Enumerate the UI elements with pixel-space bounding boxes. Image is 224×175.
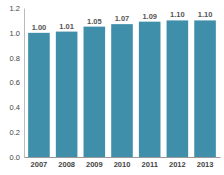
y-tick: 0.4 xyxy=(10,103,24,112)
x-axis-line xyxy=(25,157,221,158)
chart: 1.00 1.01 1.05 1.07 1.09 1.10 1.10 0.0 0.2 0.4 0.6… xyxy=(0,0,224,175)
data-label: 1.01 xyxy=(59,22,74,31)
data-label: 1.07 xyxy=(115,14,130,23)
y-tick-label: 0.4 xyxy=(10,103,20,112)
x-tick: 2012 xyxy=(169,157,186,169)
bar xyxy=(139,22,161,157)
plot: 1.00 1.01 1.05 1.07 1.09 1.10 1.10 0.0 0.2 0.4 0.6… xyxy=(10,4,221,169)
bar xyxy=(28,33,50,157)
y-tick: 1.0 xyxy=(10,29,24,38)
y-tick: 0.6 xyxy=(10,78,24,87)
bar xyxy=(111,24,133,157)
x-tick-label: 2007 xyxy=(31,160,48,169)
data-label: 1.09 xyxy=(142,12,157,21)
x-tick: 2011 xyxy=(142,157,158,169)
x-tick: 2013 xyxy=(197,157,214,169)
bar xyxy=(84,27,106,157)
data-labels: 1.00 1.01 1.05 1.07 1.09 1.10 1.10 xyxy=(32,10,213,31)
y-tick: 0.0 xyxy=(10,153,24,162)
x-tick-label: 2010 xyxy=(114,160,131,169)
data-label: 1.05 xyxy=(87,17,102,26)
x-tick: 2008 xyxy=(58,157,75,169)
bar xyxy=(167,20,189,157)
y-tick-label: 0.8 xyxy=(10,54,20,63)
x-axis: 2007 2008 2009 2010 2011 2012 2013 xyxy=(25,157,221,169)
y-tick: 0.2 xyxy=(10,128,24,137)
bar xyxy=(56,32,78,157)
y-tick-label: 0.0 xyxy=(10,153,20,162)
x-tick: 2009 xyxy=(86,157,103,169)
bar xyxy=(194,20,216,157)
y-tick-label: 1.2 xyxy=(10,4,20,13)
x-tick-label: 2008 xyxy=(58,160,75,169)
x-tick-label: 2013 xyxy=(197,160,214,169)
y-tick-label: 1.0 xyxy=(10,29,20,38)
x-tick-label: 2012 xyxy=(169,160,186,169)
x-tick: 2010 xyxy=(114,157,131,169)
data-label: 1.10 xyxy=(170,10,185,19)
data-label: 1.00 xyxy=(32,23,47,32)
data-label: 1.10 xyxy=(198,10,213,19)
x-tick: 2007 xyxy=(31,157,48,169)
y-axis: 0.0 0.2 0.4 0.6 0.8 1.0 1.2 xyxy=(10,4,25,162)
y-tick: 1.2 xyxy=(10,4,24,13)
x-tick-label: 2011 xyxy=(142,160,158,169)
y-tick-label: 0.6 xyxy=(10,78,20,87)
y-tick-label: 0.2 xyxy=(10,128,20,137)
bars xyxy=(28,20,216,157)
y-tick: 0.8 xyxy=(10,54,24,63)
x-tick-label: 2009 xyxy=(86,160,103,169)
y-axis-line xyxy=(24,9,25,158)
